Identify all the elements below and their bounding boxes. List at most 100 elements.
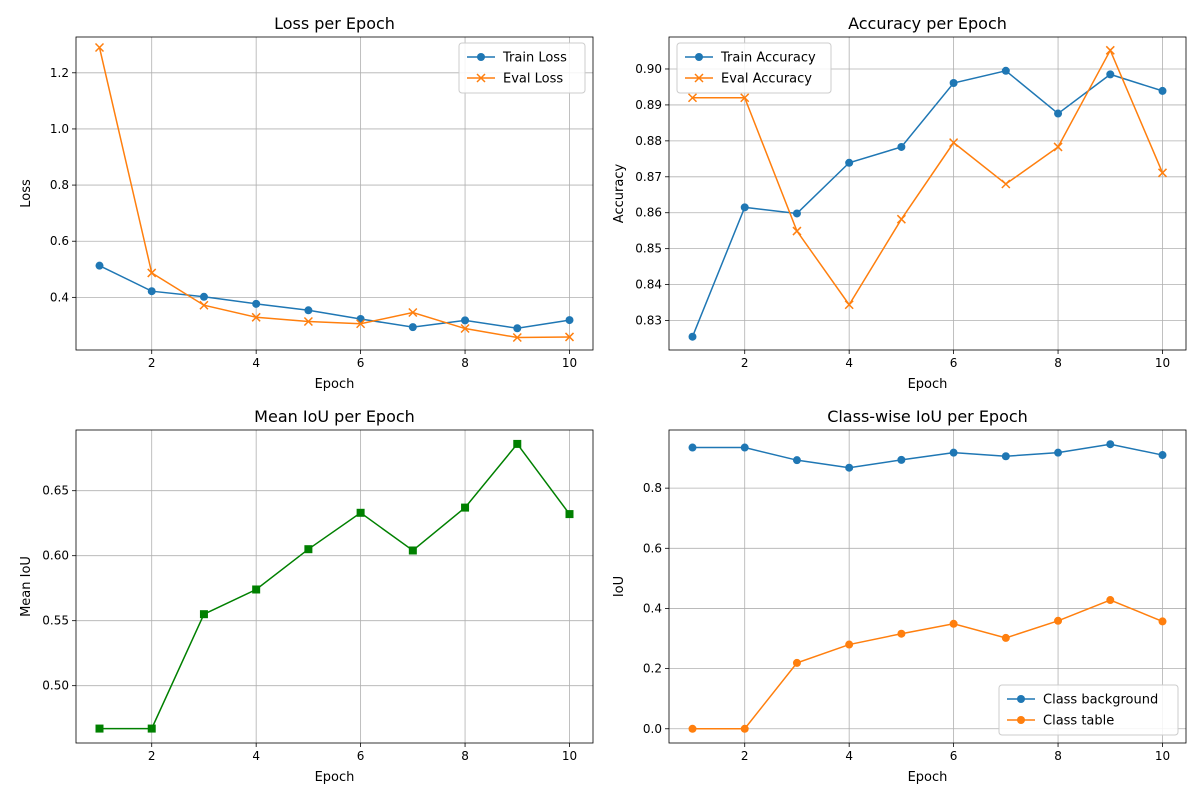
chart-2-ytick-label: 0.85 bbox=[635, 242, 662, 256]
chart-2-axes-frame bbox=[668, 36, 1187, 351]
chart-2-point-train-accuracy bbox=[688, 332, 697, 341]
chart-1-legend-label-eval-loss: Eval Loss bbox=[503, 72, 563, 87]
chart-1-point-eval-loss bbox=[251, 312, 261, 322]
chart-1-point-train-loss bbox=[199, 292, 208, 301]
chart-1-point-eval-loss bbox=[512, 332, 522, 343]
chart-3-point-series-1 bbox=[565, 510, 574, 519]
chart-1-ytick-label: 1.0 bbox=[50, 122, 69, 136]
chart-1-legend: Train Loss Eval Loss bbox=[458, 42, 586, 94]
chart-4-ytick-label: 0.6 bbox=[643, 541, 662, 555]
chart-4-point-class-background bbox=[1106, 440, 1115, 449]
chart-2-ytick-label: 0.86 bbox=[635, 206, 662, 220]
chart-1-point-train-loss bbox=[95, 261, 104, 270]
chart-4-point-class-table bbox=[740, 724, 749, 733]
chart-2-point-train-accuracy bbox=[949, 78, 958, 87]
chart-3-line-series-1 bbox=[99, 442, 571, 730]
chart-4-ytick-label: 0.2 bbox=[643, 662, 662, 676]
chart-1-xlabel: Epoch bbox=[315, 377, 355, 392]
chart-4-legend-label-class-background: Class background bbox=[1043, 693, 1158, 708]
chart-1-ylabel: Loss bbox=[19, 179, 34, 208]
chart-2-point-eval-accuracy bbox=[792, 226, 802, 236]
chart-1-point-eval-loss bbox=[199, 300, 209, 310]
chart-1-point-eval-loss bbox=[147, 268, 157, 278]
chart-3-plot-area bbox=[76, 430, 593, 743]
chart-4-legend-marker-class-background bbox=[1017, 695, 1025, 703]
chart-2-point-train-accuracy bbox=[1106, 70, 1115, 79]
chart-4-xtick-label: 2 bbox=[741, 749, 749, 763]
chart-3-ytick-label: 0.55 bbox=[42, 614, 69, 628]
chart-4-legend-label-class-table: Class table bbox=[1043, 714, 1114, 729]
chart-2-ytick-label: 0.83 bbox=[635, 314, 662, 328]
chart-1-legend-marker-eval-loss bbox=[476, 73, 486, 83]
chart-4-point-class-table bbox=[792, 658, 801, 667]
chart-2-ylabel: Accuracy bbox=[612, 164, 627, 224]
chart-3-ytick-label: 0.50 bbox=[42, 679, 69, 693]
chart-2-ytick-label: 0.88 bbox=[635, 134, 662, 148]
chart-1-legend-label-train-loss: Train Loss bbox=[502, 51, 567, 66]
chart-1-ytick-label: 1.2 bbox=[50, 66, 69, 80]
chart-1-point-train-loss bbox=[304, 306, 313, 315]
chart-3-point-series-1 bbox=[252, 585, 261, 594]
chart-4-xtick-label: 10 bbox=[1155, 749, 1170, 763]
chart-1-point-train-loss bbox=[252, 299, 261, 308]
chart-3-xlabel: Epoch bbox=[315, 770, 355, 785]
chart-4-point-class-background bbox=[845, 463, 854, 472]
chart-2-ytick-label: 0.87 bbox=[635, 170, 662, 184]
chart-1-point-train-loss bbox=[147, 287, 156, 296]
chart-4-ytick-label: 0.4 bbox=[643, 601, 662, 615]
chart-2-xlabel: Epoch bbox=[908, 377, 948, 392]
chart-1-point-train-loss bbox=[408, 323, 417, 332]
chart-2-xtick-label: 2 bbox=[741, 356, 749, 370]
chart-4-xlabel: Epoch bbox=[908, 770, 948, 785]
chart-2-ytick-label: 0.84 bbox=[635, 278, 662, 292]
chart-2-xtick-label: 10 bbox=[1155, 356, 1170, 370]
chart-3-axes-frame bbox=[75, 429, 594, 744]
chart-2-legend-box bbox=[676, 42, 832, 94]
chart-4-xtick-label: 4 bbox=[845, 749, 853, 763]
chart-3-point-series-1 bbox=[95, 724, 104, 733]
chart-2-legend: Train Accuracy Eval Accuracy bbox=[676, 42, 832, 94]
chart-2-point-eval-accuracy bbox=[1105, 45, 1115, 55]
chart-2-point-train-accuracy bbox=[845, 158, 854, 167]
chart-4-ytick-label: 0.8 bbox=[643, 481, 662, 495]
chart-3-title: Mean IoU per Epoch bbox=[254, 407, 415, 426]
chart-2-point-eval-accuracy bbox=[949, 138, 959, 148]
chart-1-point-eval-loss bbox=[94, 42, 105, 53]
chart-3-point-series-1 bbox=[356, 508, 365, 517]
chart-3-xtick-label: 8 bbox=[461, 749, 469, 763]
chart-2-legend-marker-train-accuracy bbox=[695, 53, 703, 61]
chart-1-point-eval-loss bbox=[460, 323, 470, 334]
chart-4-point-class-table bbox=[845, 640, 854, 649]
chart-3-point-series-1 bbox=[408, 546, 417, 555]
chart-2-point-train-accuracy bbox=[740, 203, 749, 212]
chart-1-xtick-label: 6 bbox=[357, 356, 365, 370]
chart-1-xtick-label: 10 bbox=[562, 356, 577, 370]
chart-1-point-eval-loss bbox=[356, 319, 366, 329]
chart-2-line-train-accuracy bbox=[691, 69, 1163, 337]
chart-1-point-eval-loss bbox=[564, 332, 575, 342]
chart-4-point-class-table bbox=[897, 629, 906, 638]
chart-4-point-class-background bbox=[1001, 452, 1010, 461]
chart-4-line-class-table bbox=[692, 599, 1163, 730]
chart-3-xtick-label: 4 bbox=[252, 749, 260, 763]
chart-1-point-train-loss bbox=[461, 316, 470, 325]
chart-1-legend-marker-train-loss bbox=[477, 53, 485, 61]
chart-4-axes-frame bbox=[668, 429, 1187, 744]
chart-1-line-eval-loss bbox=[98, 47, 570, 339]
chart-4-point-class-table bbox=[949, 619, 958, 628]
chart-1-point-eval-loss bbox=[408, 307, 418, 318]
chart-4-title: Class-wise IoU per Epoch bbox=[827, 407, 1028, 426]
chart-4-point-class-background bbox=[897, 455, 906, 464]
chart-1-legend-box bbox=[458, 42, 586, 94]
chart-2-legend-label-eval-accuracy: Eval Accuracy bbox=[721, 72, 812, 87]
chart-2-line-eval-accuracy bbox=[692, 48, 1164, 307]
chart-4-point-class-table bbox=[688, 724, 697, 733]
chart-4-xtick-label: 8 bbox=[1054, 749, 1062, 763]
chart-4-point-class-background bbox=[792, 456, 801, 465]
chart-4-legend-box bbox=[998, 684, 1179, 736]
chart-1-xtick-label: 4 bbox=[252, 356, 260, 370]
chart-2-xtick-label: 6 bbox=[950, 356, 958, 370]
chart-1-axes-frame bbox=[75, 36, 594, 351]
chart-3-point-series-1 bbox=[513, 439, 522, 448]
